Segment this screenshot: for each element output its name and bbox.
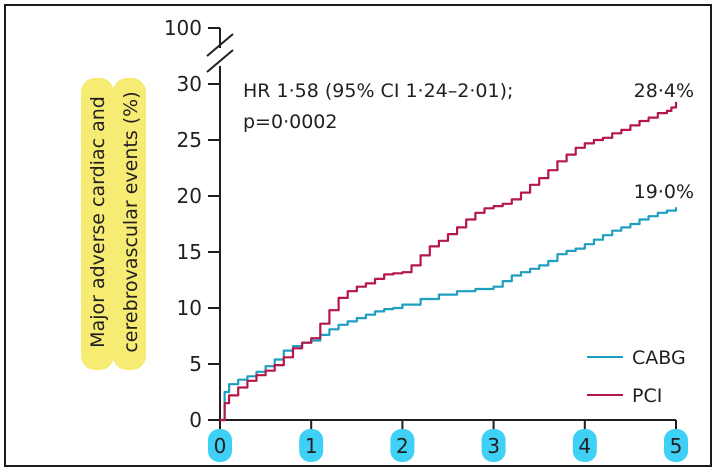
x-tick-label-2: 2 [396,434,409,458]
y-tick-label-15: 15 [177,240,202,264]
legend-label-pci: PCI [632,385,662,407]
y-tick-label-5: 5 [189,352,202,376]
x-tick-label-4: 4 [578,434,591,458]
y-tick-label-0: 0 [189,408,202,432]
y-axis-label-line-2: cerebrovascular events (%) [120,91,142,352]
y-tick-label-25: 25 [177,128,202,152]
legend: CABG PCI [587,347,686,407]
y-tick-label-30: 30 [177,72,202,96]
axis-break-mark-2 [206,49,234,73]
ylabel-highlight-1 [81,78,114,370]
x-tick-label-3: 3 [487,434,500,458]
x-tick-highlight-4 [572,429,597,462]
x-tick-highlight-1 [299,429,324,462]
hr-annotation-line-2: p=0·0002 [243,111,337,133]
x-tick-highlight-5 [664,429,688,462]
x-tick-highlight-2 [390,429,415,462]
x-tick-label-5: 5 [670,434,683,458]
x-tick-highlight-0 [208,429,232,462]
hr-annotation-line-1: HR 1·58 (95% CI 1·24–2·01); [243,80,513,102]
x-tick-label-1: 1 [305,434,318,458]
pci-end-label: 28·4% [634,80,694,102]
ylabel-highlight-2 [113,78,146,370]
y-axis-label-line-1: Major adverse cardiac and [87,96,109,348]
x-tick-label-0: 0 [214,434,227,458]
y-ticks: 0 5 10 15 20 25 30 [177,72,220,432]
y-tick-label-100: 100 [164,16,202,40]
legend-label-cabg: CABG [632,347,686,369]
series-layer [220,101,678,422]
x-ticks: 0 1 2 3 4 5 [208,420,688,462]
y-tick-label-10: 10 [177,296,202,320]
series-line-pci [220,101,678,422]
cabg-end-label: 19·0% [634,181,694,203]
y-tick-label-20: 20 [177,184,202,208]
axis-break-mark-1 [206,33,234,57]
x-tick-highlight-3 [481,429,506,462]
